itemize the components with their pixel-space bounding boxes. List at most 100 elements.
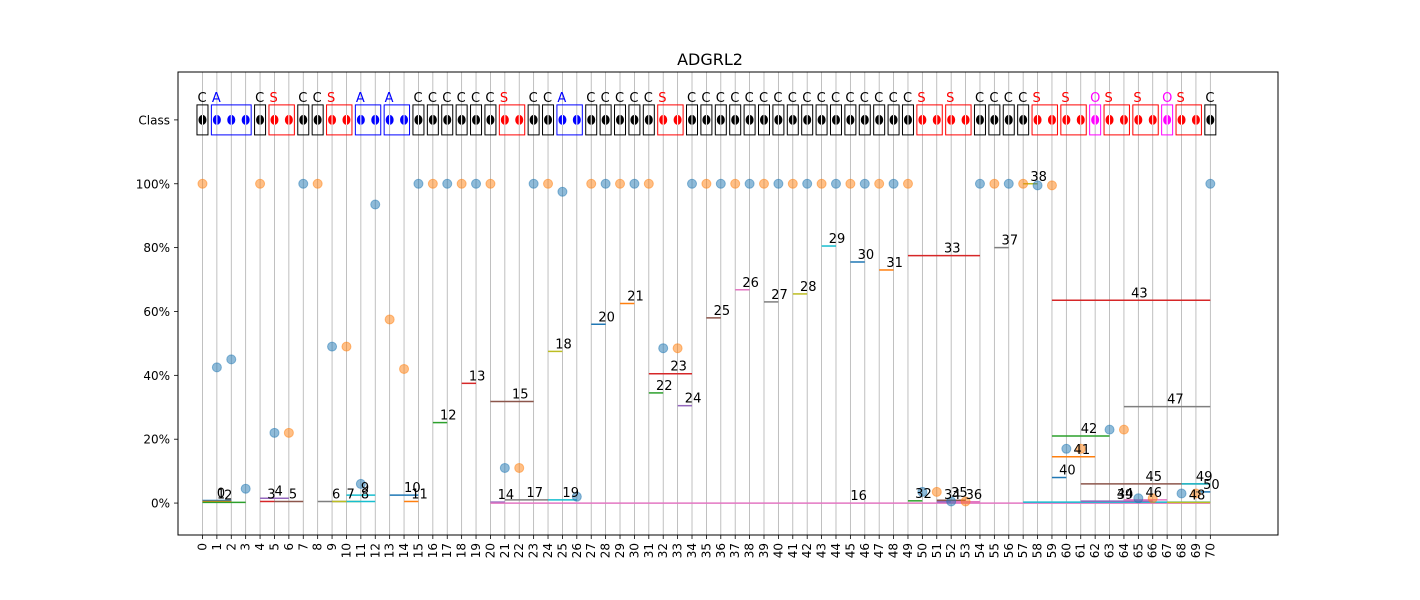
segment-label: 13 <box>469 369 486 384</box>
x-tick-label: 48 <box>887 543 901 558</box>
data-point <box>730 178 741 189</box>
class-label: S <box>917 91 925 106</box>
x-tick-label: 36 <box>714 543 728 558</box>
segment-label: 24 <box>685 392 702 407</box>
segment-label: 19 <box>562 486 579 501</box>
class-label: C <box>975 91 984 106</box>
class-label: C <box>1018 91 1027 106</box>
x-tick-label: 51 <box>930 543 944 558</box>
class-label: C <box>471 91 480 106</box>
x-tick-label: 70 <box>1203 543 1217 558</box>
class-label: S <box>946 91 954 106</box>
segment-label: 35 <box>951 486 968 501</box>
class-label: C <box>716 91 725 106</box>
data-point <box>514 462 525 473</box>
segment-label: 39 <box>1117 488 1134 503</box>
data-point <box>802 178 813 189</box>
x-tick-label: 41 <box>786 543 800 558</box>
x-tick-label: 38 <box>743 543 757 558</box>
x-tick-label: 53 <box>959 543 973 558</box>
data-point <box>816 178 827 189</box>
segment-label: 5 <box>289 487 297 502</box>
data-point <box>571 491 582 502</box>
data-point <box>283 427 294 438</box>
x-tick-label: 4 <box>253 543 267 551</box>
class-label: O <box>1090 91 1100 106</box>
chart-title: ADGRL2 <box>677 50 743 69</box>
x-tick-label: 25 <box>555 543 569 558</box>
class-box <box>916 104 943 136</box>
segment-label: 7 <box>346 487 354 502</box>
class-label: C <box>255 91 264 106</box>
class-box <box>383 104 411 136</box>
segment-label: 36 <box>966 488 983 503</box>
y-tick-label: 20% <box>143 433 170 447</box>
class-label: C <box>313 91 322 106</box>
x-tick-label: 13 <box>383 543 397 558</box>
class-box <box>1204 104 1217 136</box>
class-label: C <box>428 91 437 106</box>
data-point <box>672 343 683 354</box>
data-point <box>1118 424 1129 435</box>
class-box <box>729 104 742 136</box>
class-box <box>498 104 526 136</box>
class-label: S <box>1105 91 1113 106</box>
data-point <box>543 178 554 189</box>
x-tick-label: 33 <box>671 543 685 558</box>
x-tick-label: 21 <box>498 543 512 558</box>
class-label: A <box>385 91 394 106</box>
class-label: C <box>730 91 739 106</box>
x-tick-label: 23 <box>527 543 541 558</box>
segment-label: 9 <box>361 481 369 496</box>
class-box <box>426 104 439 136</box>
class-box <box>973 104 986 136</box>
class-label: C <box>197 91 206 106</box>
x-tick-label: 0 <box>195 543 209 551</box>
segment-label: 29 <box>829 232 846 247</box>
segment-label: 20 <box>598 310 615 325</box>
class-label: C <box>485 91 494 106</box>
x-tick-label: 24 <box>541 543 555 558</box>
class-box <box>1060 104 1087 136</box>
data-point <box>1003 178 1014 189</box>
segment-label: 4 <box>274 484 282 499</box>
x-tick-label: 42 <box>800 543 814 558</box>
data-point <box>744 178 755 189</box>
class-label: C <box>629 91 638 106</box>
segment-label: 14 <box>498 488 515 503</box>
class-label: C <box>1205 91 1214 106</box>
class-box <box>1103 104 1130 136</box>
class-box <box>1175 104 1202 136</box>
class-label: C <box>586 91 595 106</box>
data-point <box>758 178 769 189</box>
segment-label: 25 <box>714 304 731 319</box>
x-tick-label: 34 <box>685 543 699 558</box>
x-tick-label: 15 <box>411 543 425 558</box>
segment-label: 40 <box>1059 464 1076 479</box>
data-point <box>197 178 208 189</box>
class-box <box>887 104 900 136</box>
segment-label: 45 <box>1146 470 1163 485</box>
x-tick-label: 69 <box>1189 543 1203 558</box>
segment-label: 38 <box>1030 170 1047 185</box>
class-label: S <box>1061 91 1069 106</box>
x-tick-label: 49 <box>901 543 915 558</box>
class-box <box>297 104 310 136</box>
class-box <box>829 104 842 136</box>
x-tick-label: 9 <box>325 543 339 551</box>
data-point <box>226 354 237 365</box>
data-point <box>658 343 669 354</box>
segment-label: 17 <box>526 486 543 501</box>
class-label: O <box>1162 91 1172 106</box>
data-point <box>528 178 539 189</box>
x-tick-label: 37 <box>728 543 742 558</box>
class-label: C <box>903 91 912 106</box>
point-layer <box>197 178 1216 507</box>
x-tick-label: 30 <box>627 543 641 558</box>
class-label: C <box>845 91 854 106</box>
class-box <box>873 104 886 136</box>
x-tick-label: 10 <box>339 543 353 558</box>
data-point <box>1075 443 1086 454</box>
data-point <box>341 341 352 352</box>
data-point <box>787 178 798 189</box>
